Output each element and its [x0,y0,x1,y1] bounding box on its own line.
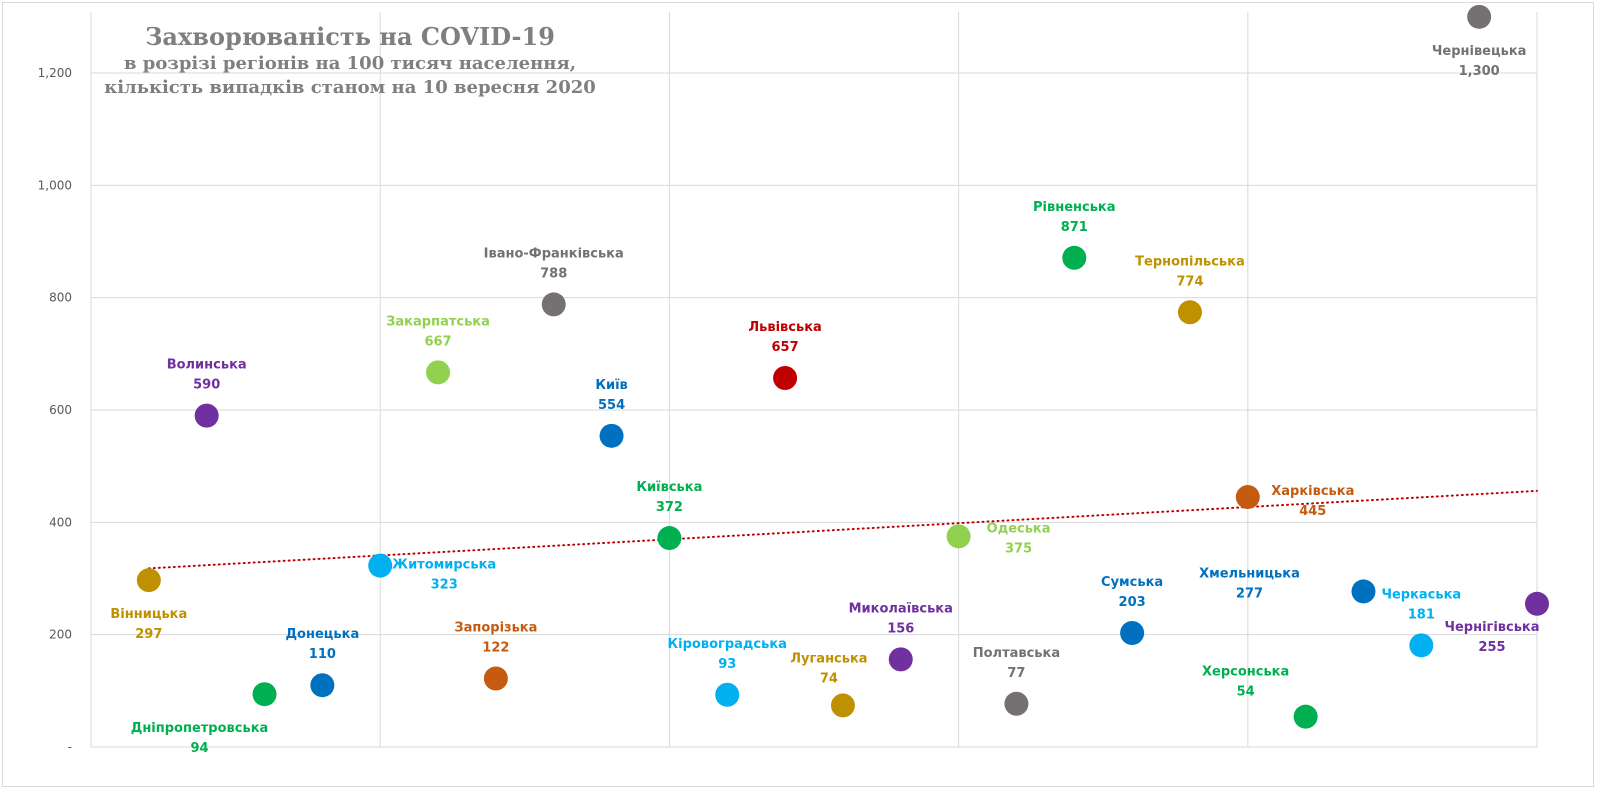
point-label-name: Херсонська [1202,665,1289,680]
chart-subtitle-line-2: кількість випадків станом на 10 вересня … [104,77,596,98]
data-point [1004,691,1029,716]
data-point [1177,300,1202,325]
point-label-name: Рівненська [1033,200,1116,215]
point-label-value: 590 [193,378,220,393]
point-label-name: Миколаївська [849,601,953,616]
data-point [773,365,798,390]
point-label-value: 323 [431,578,458,593]
point-label-value: 74 [820,671,838,686]
point-label-name: Вінницька [110,607,187,622]
point-label-value: 1,300 [1459,64,1500,79]
point-label-name: Сумська [1101,575,1163,590]
data-point [426,360,451,385]
gridlines [90,12,1538,748]
y-tick-label: 1,200 [38,66,72,80]
y-tick-label: 600 [49,403,72,417]
point-label-value: 122 [482,640,509,655]
point-label-value: 445 [1299,504,1326,519]
point-label-value: 774 [1176,274,1203,289]
point-label-name: Львівська [748,320,821,335]
point-label-name: Тернопільська [1135,254,1245,269]
point-label-name: Київ [595,378,627,393]
chart-title: Захворюваність на COVID-19 [145,22,555,51]
data-point [1525,591,1549,616]
data-point [599,423,624,448]
point-label-name: Волинська [167,358,247,373]
data-point [1409,633,1434,658]
point-label-name: Дніпропетровська [131,721,269,736]
point-label-value: 788 [540,266,567,281]
data-point [483,666,508,691]
point-label-name: Чернігівська [1444,620,1539,635]
point-label-name: Кіровоградська [668,637,787,652]
data-point [541,292,566,317]
data-point [1467,4,1492,29]
point-label-name: Харківська [1271,484,1354,499]
point-label-value: 277 [1236,586,1263,601]
point-label-value: 77 [1007,666,1025,681]
trendline [147,489,1538,570]
y-tick-label: 1,000 [38,178,72,192]
point-label-value: 110 [309,647,336,662]
point-label-name: Луганська [790,651,867,666]
point-label-name: Чернівецька [1432,44,1527,59]
chart-subtitle-line-1: в розрізі регіонів на 100 тисяч населенн… [123,53,577,74]
point-label-value: 54 [1237,685,1255,700]
point-label-name: Закарпатська [386,314,490,329]
point-label-value: 255 [1478,640,1505,655]
point-label-name: Запорізька [454,620,537,635]
point-label-value: 203 [1119,595,1146,610]
point-label-value: 94 [190,741,208,756]
y-tick-label: 200 [49,628,72,642]
point-label-name: Одеська [987,521,1051,536]
point-label-value: 375 [1005,541,1032,556]
point-label-value: 657 [772,340,799,355]
data-point [946,524,971,549]
trendline-path [147,489,1538,570]
point-label-value: 871 [1061,220,1088,235]
data-point [136,568,161,593]
point-label-value: 156 [887,621,914,636]
data-point [657,526,682,551]
point-label-value: 554 [598,398,625,413]
data-point [1351,579,1376,604]
data-point [1293,704,1318,729]
data-point [194,403,219,428]
point-label-name: Івано-Франківська [484,246,624,261]
chart-title-block: Захворюваність на COVID-19 в розрізі рег… [100,22,600,100]
point-label-value: 667 [424,334,451,349]
point-label-name: Донецька [285,627,359,642]
point-label-value: 372 [656,500,683,515]
y-tick-label: 800 [49,291,72,305]
data-point [1120,620,1145,645]
data-labels: Вінницька 297 Волинська 590 Дніпропетровська… [110,44,1539,756]
y-tick-label: - [68,740,72,754]
data-point [1235,485,1260,510]
point-label-value: 297 [135,627,162,642]
data-points [136,4,1549,729]
data-point [310,673,335,698]
y-tick-label: 400 [49,515,72,529]
point-label-name: Київська [636,480,702,495]
data-point [715,682,740,707]
point-label-name: Полтавська [973,646,1060,661]
data-point [368,553,393,578]
point-label-name: Хмельницька [1199,566,1300,581]
data-point [888,647,913,672]
point-label-value: 93 [718,657,736,672]
data-point [252,682,277,707]
data-point [830,693,855,718]
point-label-value: 181 [1408,607,1435,622]
data-point [1062,245,1087,270]
y-axis-ticks: - 200 400 600 800 1,000 1,200 [38,66,72,754]
point-label-name: Черкаська [1381,587,1461,602]
point-label-name: Житомирська [392,558,496,573]
